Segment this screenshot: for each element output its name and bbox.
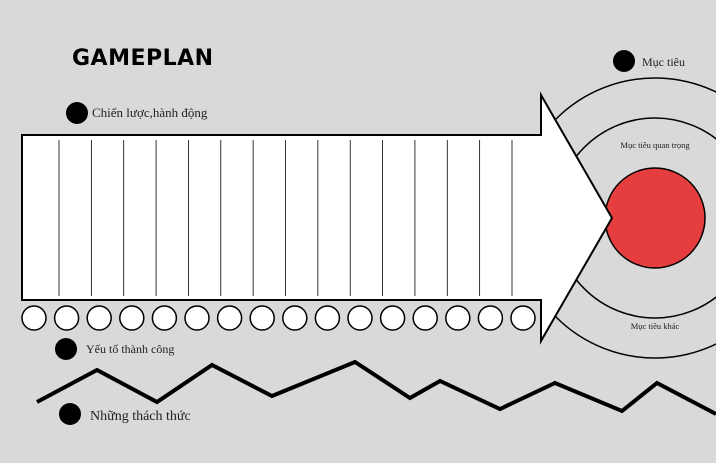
goal-bullet-icon (613, 50, 635, 72)
success-factor-circle (347, 305, 373, 331)
strategy-label: Chiến lược,hành động (92, 105, 208, 120)
success-factor-circle (445, 305, 471, 331)
success-factor-circle (86, 305, 112, 331)
success-factor-circle (184, 305, 210, 331)
success-bullet-icon (55, 338, 77, 360)
success-circles (21, 305, 536, 331)
challenges-bullet-icon (59, 403, 81, 425)
success-factor-circle (510, 305, 536, 331)
challenges-label: Những thách thức (90, 409, 191, 424)
success-factor-circle (151, 305, 178, 331)
success-factor-circle (314, 305, 341, 331)
other-goal-label: Mục tiêu khác (631, 321, 680, 331)
success-factor-circle (249, 305, 275, 331)
success-factor-circle (282, 305, 308, 331)
key-goal-label: Mục tiêu quan trọng (620, 140, 690, 150)
success-factor-circle (477, 305, 504, 331)
page-title: GAMEPLAN (72, 46, 214, 71)
success-factor-circle (21, 305, 47, 331)
strategy-arrow (21, 91, 614, 345)
success-factors-label: Yếu tố thành công (86, 342, 174, 356)
goal-label: Mục tiêu (642, 55, 685, 69)
success-factor-circle (216, 305, 243, 331)
success-factor-circle (119, 305, 145, 331)
success-factor-circle (412, 305, 438, 331)
success-factor-circle (379, 305, 406, 331)
target-center (604, 167, 706, 269)
success-factor-circle (53, 305, 80, 331)
challenges-zigzag (36, 359, 716, 416)
arrow-columns (58, 140, 513, 296)
strategy-bullet-icon (66, 102, 88, 124)
